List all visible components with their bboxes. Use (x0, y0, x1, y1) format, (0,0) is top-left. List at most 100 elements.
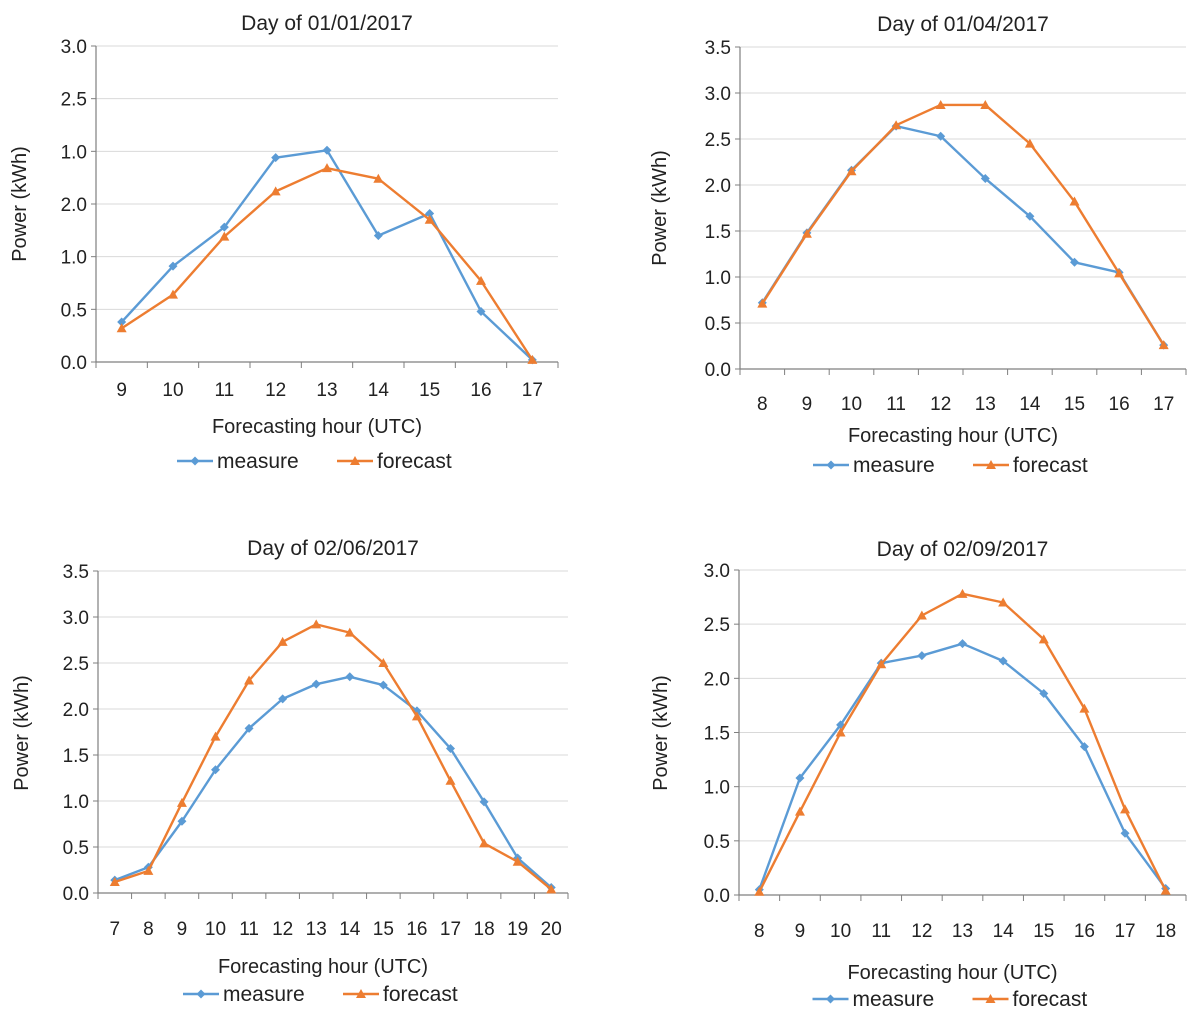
point-forecast (916, 610, 927, 620)
point-measure (311, 679, 321, 689)
point-forecast (1079, 703, 1090, 713)
point-forecast (957, 588, 968, 598)
line-chart-4: Day of 02/09/2017 0.0 0.5 1.0 1.5 2.0 2.5 3.0 8 9… (650, 538, 1187, 1011)
point-forecast (980, 99, 991, 109)
point-forecast (1158, 340, 1169, 350)
point-measure (980, 174, 990, 184)
point-forecast (322, 163, 332, 173)
x-tick-label: 16 (1074, 921, 1095, 942)
legend-marker-forecast (356, 989, 366, 998)
y-tick-label: 1.5 (704, 724, 730, 745)
x-tick-label: 10 (830, 921, 851, 942)
point-measure (936, 131, 946, 141)
legend-marker-forecast (985, 994, 996, 1003)
point-forecast (277, 636, 288, 646)
series-line-measure (761, 124, 1165, 346)
x-tick-label: 8 (757, 394, 768, 415)
point-measure (271, 153, 281, 163)
line-chart-3: Day of 02/06/2017 0.0 0.5 1.0 1.5 2.0 2.5 3.0 3.… (11, 537, 569, 1006)
point-forecast (373, 173, 384, 183)
y-tick-label: 2.0 (61, 195, 87, 216)
y-tick-label: 2.0 (63, 700, 89, 721)
x-tick-label: 10 (162, 380, 183, 401)
legend-label-measure: measure (853, 454, 935, 477)
point-forecast (1120, 804, 1131, 814)
y-tick-label: 2.5 (705, 130, 731, 151)
legend-marker-measure (826, 460, 836, 470)
x-axis-label: Forecasting hour (UTC) (847, 962, 1057, 984)
point-forecast (479, 838, 490, 848)
x-tick-label: 13 (952, 921, 973, 942)
point-forecast (270, 186, 281, 196)
legend-label-forecast: forecast (1013, 454, 1088, 477)
chart-title: Day of 02/06/2017 (247, 537, 419, 560)
y-tick-label: 3.0 (705, 84, 731, 105)
point-measure (1025, 211, 1035, 221)
series-line-forecast (761, 103, 1165, 346)
x-tick-label: 12 (272, 919, 293, 940)
point-measure (479, 797, 489, 807)
y-tick-label: 3.0 (63, 608, 89, 629)
series-line-forecast (121, 166, 534, 361)
point-forecast (378, 658, 389, 667)
x-axis-label: Forecasting hour (UTC) (212, 416, 422, 438)
x-tick-label: 17 (1114, 921, 1135, 942)
chart-title: Day of 01/04/2017 (877, 13, 1049, 36)
point-forecast (546, 884, 557, 894)
x-tick-label: 17 (440, 919, 461, 940)
chart-panel-4: Day of 02/09/2017 0.0 0.5 1.0 1.5 2.0 2.5 3.0 8 9… (596, 509, 1192, 1019)
x-axis-label: Forecasting hour (UTC) (218, 956, 428, 978)
y-tick-label: 3.0 (704, 561, 730, 582)
x-tick-label: 15 (1033, 921, 1054, 942)
x-tick-label: 9 (802, 394, 813, 415)
point-measure (373, 231, 383, 241)
point-forecast (219, 231, 230, 241)
point-forecast (176, 797, 187, 807)
legend: measure forecast (812, 988, 1088, 1011)
y-axis-label: Power (kWh) (649, 150, 671, 266)
x-tick-label: 17 (522, 380, 543, 401)
point-forecast (445, 775, 456, 785)
x-axis-label: Forecasting hour (UTC) (848, 425, 1058, 447)
y-tick-label: 0.5 (704, 832, 730, 853)
legend-label-forecast: forecast (377, 450, 452, 473)
legend-marker-measure (826, 994, 835, 1004)
legend-label-measure: measure (217, 450, 299, 473)
point-measure (345, 672, 355, 682)
point-forecast (109, 876, 120, 886)
point-forecast (244, 675, 255, 685)
y-tick-label: 0.0 (705, 360, 731, 381)
chart-panel-1: Day of 01/01/2017 0.0 0.5 1.0 2.0 1.0 2.5 3.0 9 1… (0, 0, 596, 509)
series-line-measure (758, 642, 1167, 890)
x-tick-label: 13 (975, 394, 996, 415)
y-tick-label: 1.0 (63, 792, 89, 813)
point-forecast (512, 856, 523, 866)
legend-label-forecast: forecast (1013, 988, 1088, 1011)
chart-title: Day of 02/09/2017 (877, 538, 1049, 561)
point-forecast (1038, 634, 1049, 644)
chart-panel-3: Day of 02/06/2017 0.0 0.5 1.0 1.5 2.0 2.5 3.0 3.… (0, 509, 596, 1019)
x-tick-label: 13 (306, 919, 327, 940)
point-forecast (168, 289, 178, 299)
y-tick-label: 1.0 (704, 778, 730, 799)
y-tick-label: 0.5 (63, 838, 89, 859)
chart-title: Day of 01/01/2017 (241, 12, 413, 35)
legend-marker-measure (190, 456, 200, 466)
point-measure (1039, 689, 1049, 698)
x-tick-label: 8 (754, 921, 765, 942)
point-forecast (801, 228, 812, 238)
series-line-forecast (114, 623, 552, 891)
x-tick-label: 14 (339, 919, 361, 940)
x-tick-label: 12 (265, 380, 286, 401)
legend-marker-forecast (350, 456, 360, 465)
point-measure (1120, 828, 1130, 838)
x-tick-label: 9 (795, 921, 806, 942)
y-tick-label: 2.0 (705, 176, 731, 197)
y-tick-label: 0.0 (61, 353, 87, 374)
y-tick-label: 0.0 (63, 884, 89, 905)
legend-label-forecast: forecast (383, 983, 458, 1006)
y-tick-label: 3.5 (705, 38, 731, 59)
x-tick-label: 11 (239, 919, 259, 940)
point-measure (278, 694, 288, 704)
y-tick-label: 0.5 (61, 300, 87, 321)
